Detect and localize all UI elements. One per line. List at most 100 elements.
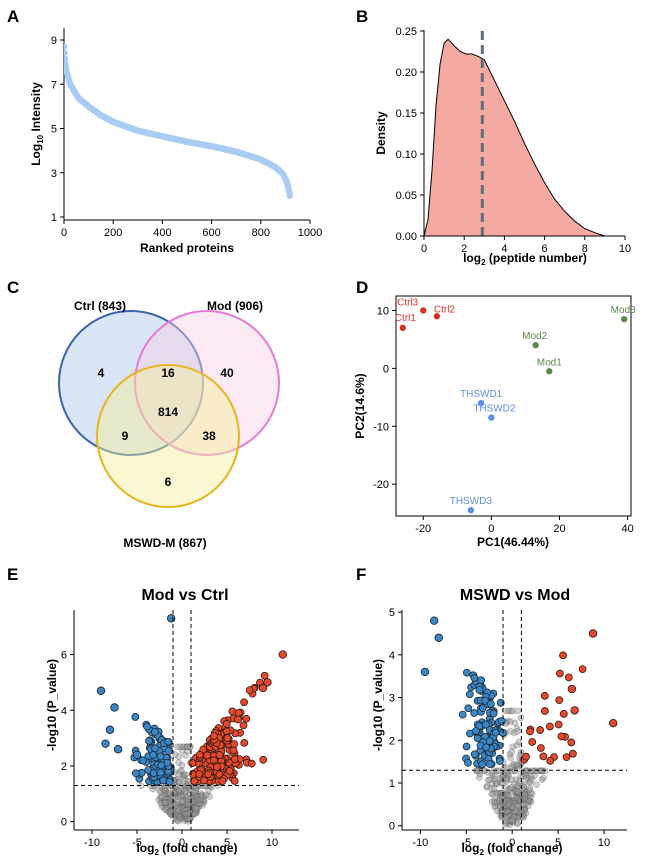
volcano-point-ns [524, 794, 531, 801]
volcano-point-ns [514, 820, 522, 827]
volcano-point-ns [181, 810, 188, 818]
volcano-point-down [458, 710, 467, 719]
volcano-point-ns [184, 806, 191, 814]
volcano-point-ns [156, 786, 163, 794]
volcano-point-ns [172, 788, 179, 796]
volcano-point-ns [496, 797, 503, 804]
volcano-point-down [485, 737, 494, 745]
volcano-point-ns [166, 801, 174, 808]
volcano-point-ns [189, 799, 197, 807]
volcano-point-ns [511, 729, 518, 737]
volcano-point-ns [181, 812, 188, 820]
volcano-point-ns [492, 790, 499, 797]
volcano-point-ns [160, 803, 168, 811]
volcano-point-up [239, 721, 248, 730]
volcano-point-ns [520, 806, 528, 814]
axis-e-xlabel-tail: (fold change) [159, 841, 238, 855]
axis-a-ylabel-tail: Intensity [29, 82, 43, 135]
volcano-point-ns [503, 796, 510, 803]
axis-a-ytick-label: 1 [51, 212, 57, 224]
volcano-point-ns [173, 787, 181, 795]
volcano-point-ns [496, 795, 504, 803]
volcano-point-ns [167, 807, 175, 815]
volcano-point-ns [178, 803, 185, 811]
volcano-point-up [240, 698, 248, 707]
volcano-point-ns [193, 791, 200, 799]
volcano-point-ns [512, 776, 520, 783]
volcano-point-ns [512, 807, 519, 815]
volcano-point-ns [507, 707, 515, 715]
axis-e-xtick-label: 0 [179, 837, 185, 849]
axis-e-ylabel: -log10 (P_value) [45, 659, 59, 751]
volcano-point-ns [497, 794, 504, 801]
axis-f-ytick-label: 0 [389, 821, 395, 833]
volcano-point-ns [525, 767, 532, 775]
volcano-point-ns [164, 803, 171, 810]
pca-point-thswd1 [477, 399, 485, 407]
volcano-point-ns [483, 783, 490, 791]
volcano-point-ns [506, 751, 514, 758]
volcano-point-highlight [609, 719, 618, 728]
venn-region-mod-msw: 38 [202, 429, 216, 443]
volcano-point-up [245, 686, 254, 695]
volcano-point-ns [524, 796, 532, 804]
volcano-point-ns [538, 776, 546, 784]
axis-e-xlabel-sub: 2 [154, 848, 159, 857]
volcano-point-ns [508, 783, 515, 791]
volcano-point-ns [503, 764, 511, 771]
volcano-point-down [485, 760, 494, 768]
axis-f-ytick-label: 1 [389, 778, 395, 790]
volcano-point-ns [491, 803, 498, 811]
volcano-point-ns [174, 786, 182, 794]
volcano-point-ns [162, 788, 170, 795]
pca-label-thswd2: THSWD2 [473, 404, 516, 415]
volcano-point-down [478, 760, 487, 769]
volcano-point-ns [499, 806, 506, 814]
volcano-point-ns [181, 782, 188, 790]
volcano-point-ns [511, 767, 519, 775]
volcano-point-ns [481, 767, 488, 775]
axis-f-xtick-label: -5 [461, 837, 471, 849]
volcano-point-ns [166, 808, 173, 815]
volcano-point-ns [510, 812, 518, 820]
volcano-point-ns [510, 809, 518, 817]
volcano-point-ns [515, 790, 523, 798]
volcano-point-ns [498, 807, 506, 815]
volcano-point-ns [181, 784, 189, 792]
pca-label-ctrl1: Ctrl1 [395, 313, 417, 324]
volcano-point-ns [194, 793, 202, 800]
volcano-point-ns [186, 806, 194, 814]
panel-letter-c: C [7, 278, 19, 297]
volcano-point-ns [181, 797, 189, 804]
volcano-point-ns [197, 796, 204, 804]
volcano-point-ns [500, 803, 508, 810]
volcano-point-ns [513, 783, 520, 790]
volcano-point-down [491, 728, 500, 737]
axis-f-xtick-label: 5 [555, 837, 561, 849]
volcano-point-ns [157, 788, 164, 795]
volcano-point-down [496, 698, 505, 707]
volcano-point-highlight [570, 706, 579, 715]
volcano-point-ns [507, 718, 514, 725]
axis-b-ytick-label: 0.05 [396, 190, 417, 202]
volcano-point-ns [533, 781, 540, 788]
volcano-point-ns [182, 787, 190, 795]
volcano-point-ns [178, 809, 186, 817]
volcano-point-ns [182, 807, 189, 814]
volcano-point-ns [188, 807, 196, 814]
volcano-point-up [562, 753, 571, 762]
volcano-point-down [462, 668, 471, 677]
volcano-point-ns [175, 778, 183, 786]
volcano-point-ns [173, 817, 181, 824]
volcano-point-ns [177, 792, 185, 800]
volcano-point-ns [509, 788, 516, 796]
axis-d-xtick-label: 40 [621, 523, 633, 535]
venn-circle-msw [96, 364, 240, 508]
volcano-point-ns [488, 790, 495, 798]
volcano-point-ns [176, 805, 184, 812]
volcano-point-ns [525, 775, 533, 782]
volcano-point-ns [517, 797, 525, 805]
axis-f-xlabel-tail: (fold change) [484, 841, 563, 855]
volcano-point-ns [493, 799, 501, 807]
volcano-point-down [156, 752, 165, 761]
